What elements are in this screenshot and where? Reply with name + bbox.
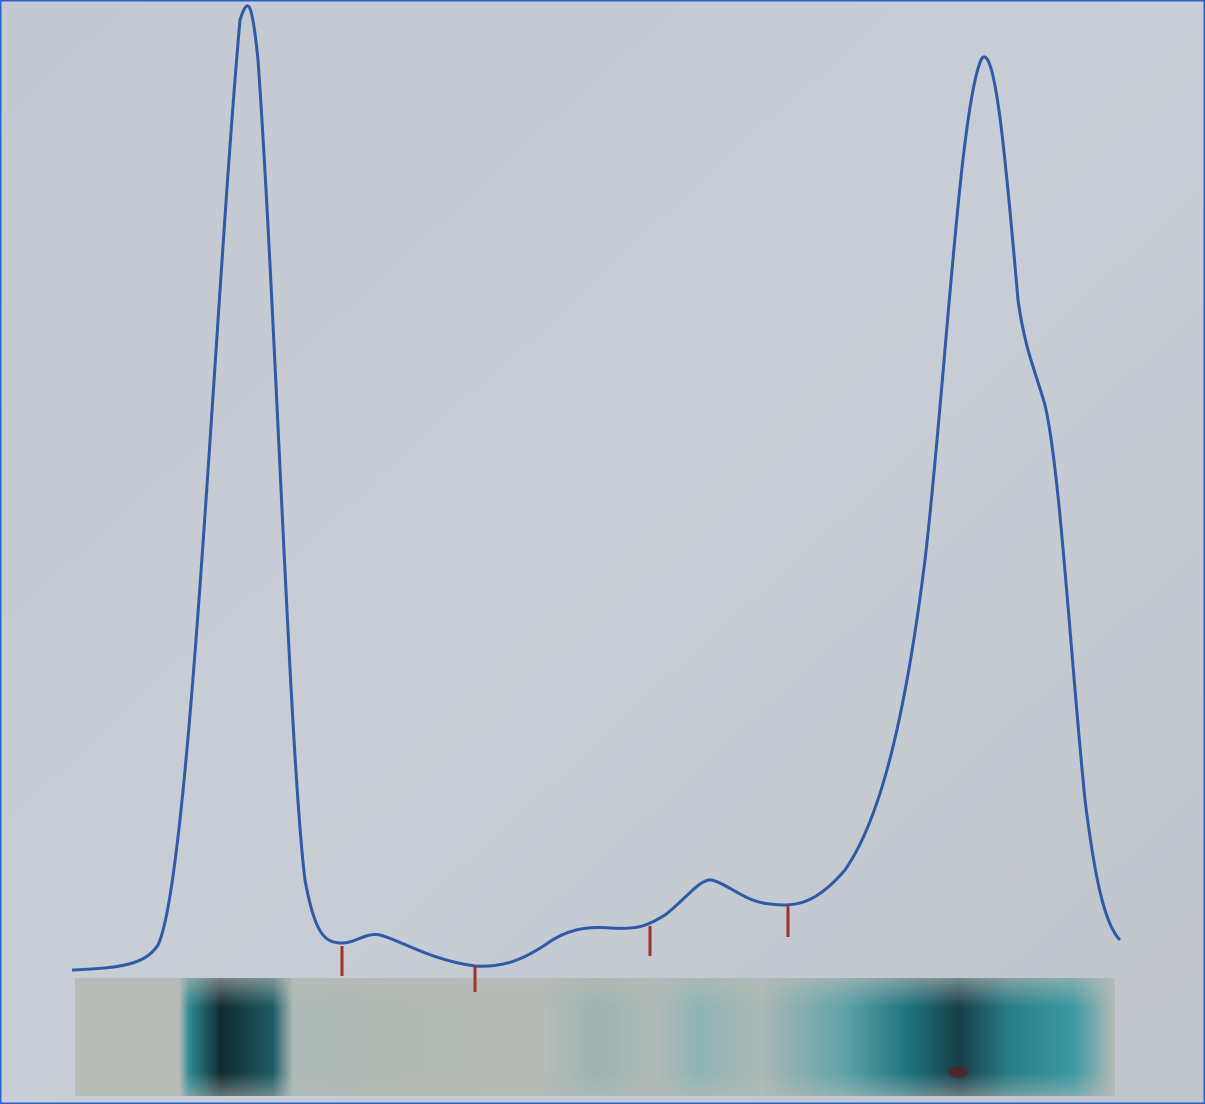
gel-spot xyxy=(948,1066,968,1078)
gel-strip xyxy=(75,978,1115,1096)
page: Densitometry trace {} html, body { margi… xyxy=(0,0,1205,1104)
gel-shade xyxy=(75,978,1115,1096)
background xyxy=(0,0,1205,1104)
photo xyxy=(0,0,1205,1104)
body xyxy=(0,0,1205,1104)
